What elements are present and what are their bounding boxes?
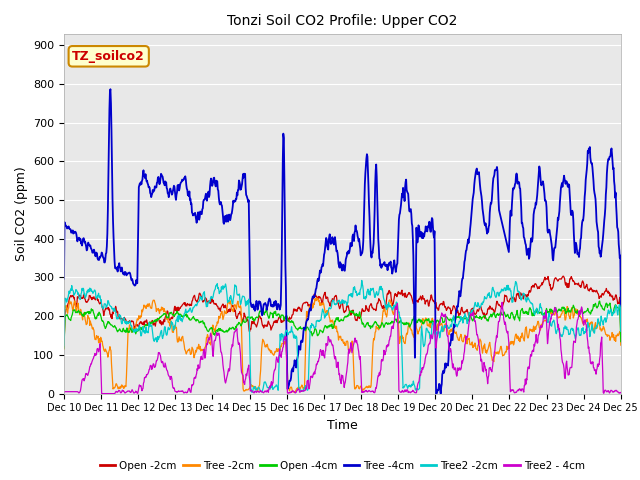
Legend: Open -2cm, Tree -2cm, Open -4cm, Tree -4cm, Tree2 -2cm, Tree2 - 4cm: Open -2cm, Tree -2cm, Open -4cm, Tree -4… [95,456,589,475]
Title: Tonzi Soil CO2 Profile: Upper CO2: Tonzi Soil CO2 Profile: Upper CO2 [227,14,458,28]
Y-axis label: Soil CO2 (ppm): Soil CO2 (ppm) [15,166,28,261]
X-axis label: Time: Time [327,419,358,432]
Text: TZ_soilco2: TZ_soilco2 [72,50,145,63]
